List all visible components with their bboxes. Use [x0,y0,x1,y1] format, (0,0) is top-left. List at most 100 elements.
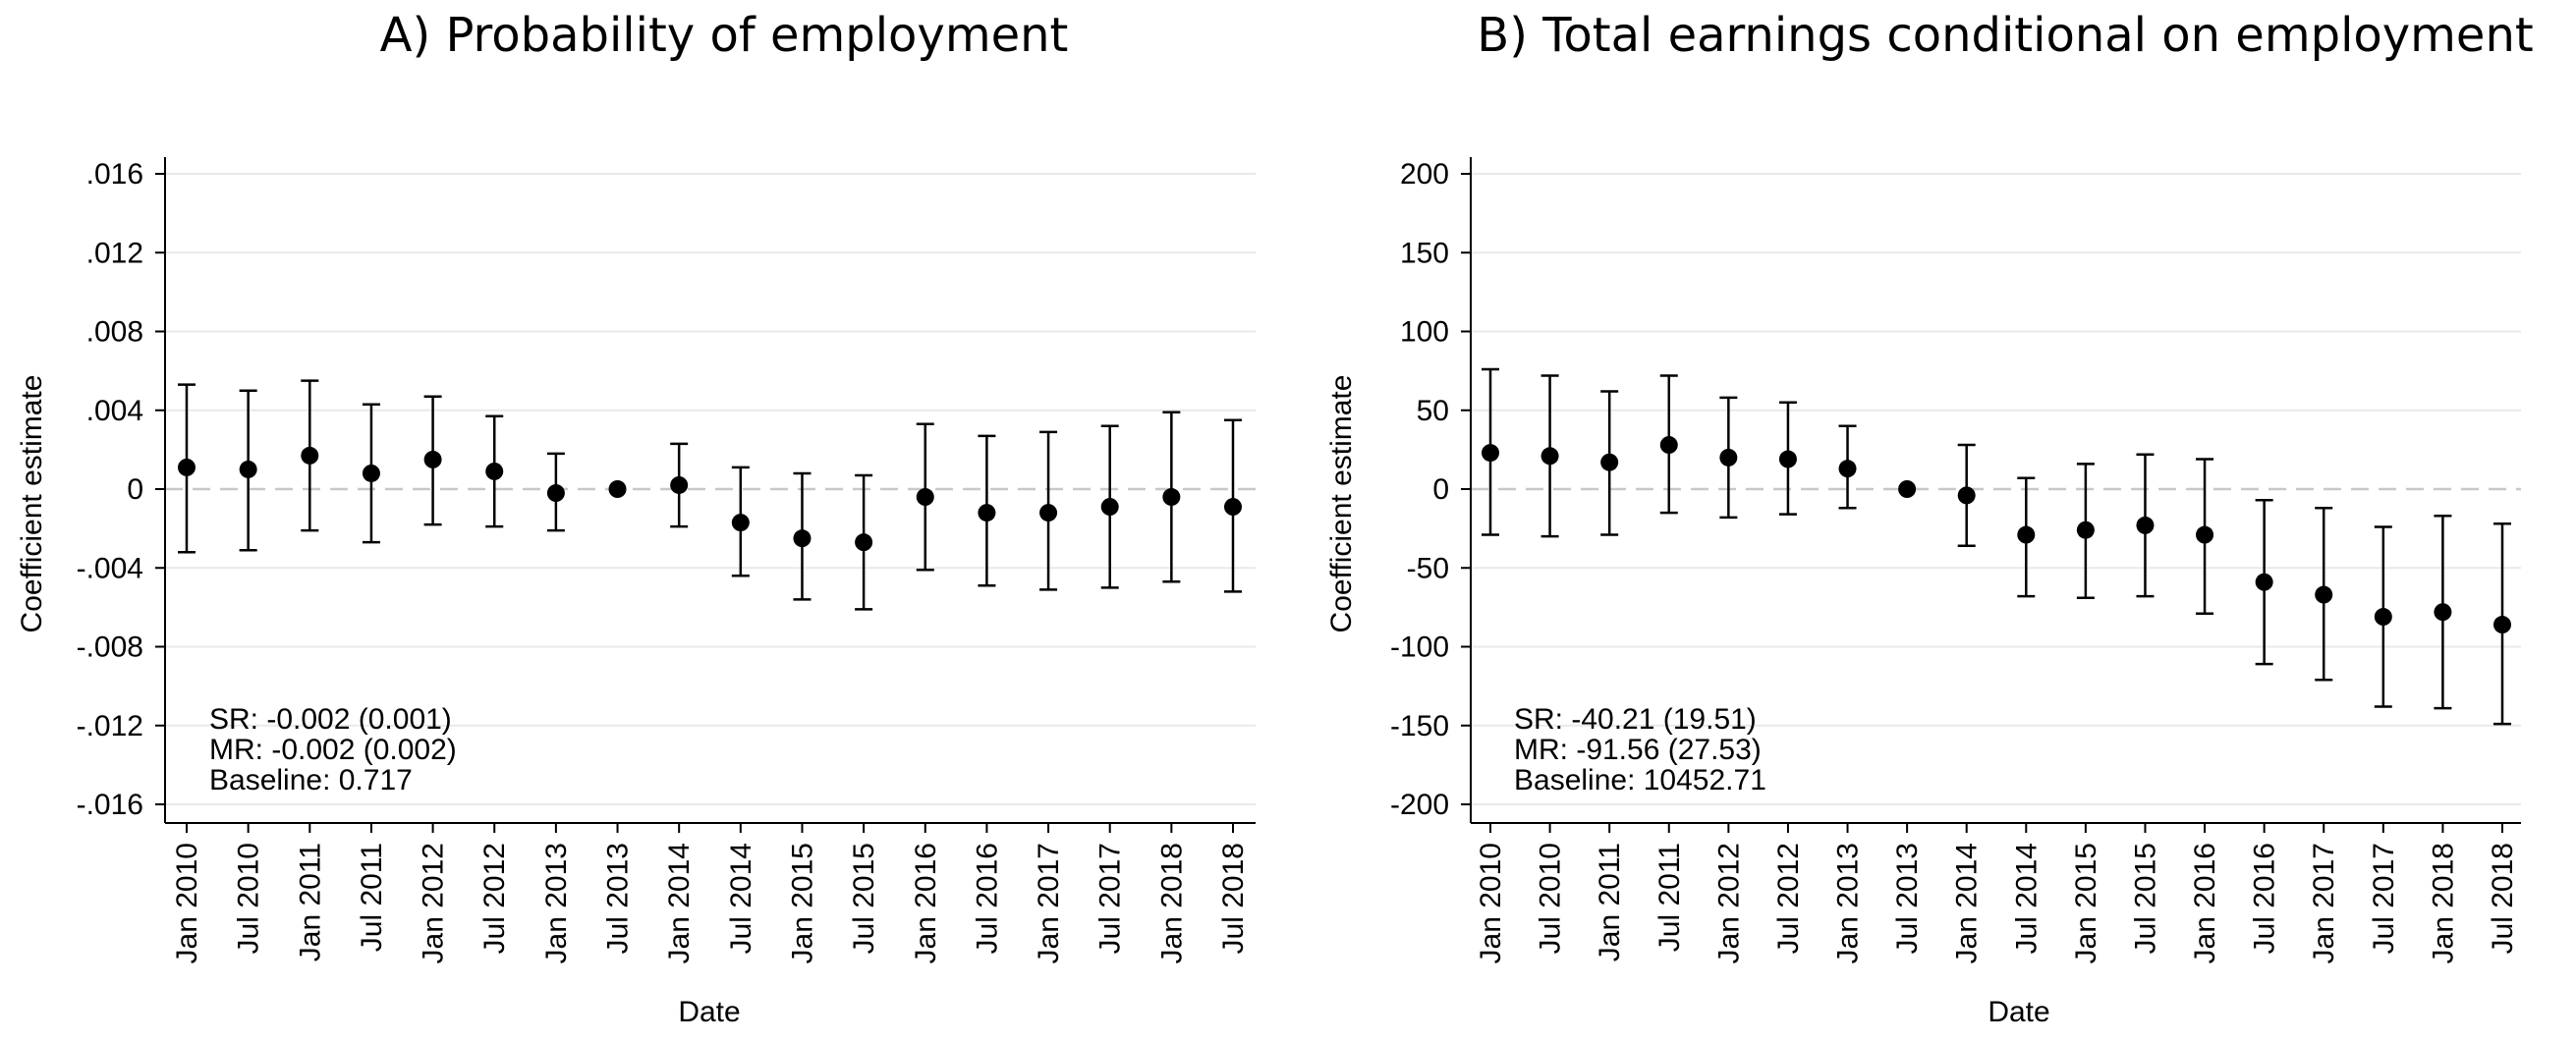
panel-a-x-tick-label: Jan 2015 [786,843,818,963]
panel-a-point-estimate [1100,498,1119,517]
panel-b-x-tick-label: Jul 2015 [2129,843,2161,954]
panel-a-annotation-baseline: Baseline: 0.717 [209,764,413,796]
panel-a-x-tick-label: Jan 2013 [540,843,573,963]
panel-b-point-estimate [2434,603,2452,622]
panel-b-point-estimate [2493,616,2511,634]
panel-a-x-tick-label: Jan 2017 [1033,843,1065,963]
panel-a-point-estimate [1039,504,1058,522]
panel-a-point-estimate [916,488,934,507]
panel-a-y-tick-label: 0 [127,473,143,506]
panel-b-x-tick-label: Jan 2018 [2427,843,2459,963]
panel-b-x-tick-label: Jan 2016 [2189,843,2221,963]
panel-a-point-estimate [1224,498,1242,517]
panel-b-x-tick-label: Jan 2017 [2308,843,2340,963]
panel-a-point-estimate [731,514,750,532]
panel-a-x-tick-label: Jul 2010 [233,843,265,954]
panel-a-x-tick-label: Jul 2016 [971,843,1003,954]
panel-b-x-tick-label: Jan 2012 [1712,843,1745,963]
panel-a-y-tick-label: .012 [86,237,143,269]
panel-b-estimates [1482,367,2511,726]
panel-b-point-estimate [1898,480,1917,498]
panel-b-y-tick-label: 50 [1417,395,1449,427]
panel-b-grid [1471,173,2521,805]
panel-a-point-estimate [1162,488,1181,507]
panel-b-x-axis-label: Date [1988,996,2049,1028]
panel-b-point-estimate [2196,525,2214,544]
panel-b-x-tick-label: Jul 2014 [2010,843,2043,954]
panel-b-x-tick-label: Jan 2013 [1832,843,1865,963]
panel-b-point-estimate [1482,444,1499,463]
panel-b-annotation-sr: SR: -40.21 (19.51) [1514,703,1757,736]
panel-b-y-tick-label: 150 [1400,237,1449,269]
panel-b-point-estimate [1719,448,1738,467]
panel-b-y-tick-label: 100 [1400,316,1449,349]
panel-b-x-tick-label: Jan 2011 [1594,843,1626,961]
panel-b-y-tick-label: -200 [1390,789,1449,821]
panel-a-y-tick-label: -.012 [77,710,143,742]
panel-a: A) Probability of employment .016 .012 .00… [16,8,1256,1028]
panel-a-point-estimate [855,533,873,552]
panel-a-point-estimate [239,460,257,478]
panel-a-y-axis-label: Coefficient estimate [16,375,48,633]
panel-a-point-estimate [978,504,996,522]
panel-a-y-tick-label: -.008 [77,631,143,664]
panel-b-point-estimate [1659,436,1678,455]
panel-b-annotation-mr: MR: -91.56 (27.53) [1514,734,1762,766]
panel-b-point-estimate [2255,573,2273,591]
panel-a-point-estimate [485,462,504,480]
panel-a-x-tick-label: Jan 2014 [663,843,696,963]
panel-a-x-tick-label: Jul 2014 [725,843,757,954]
panel-a-y-tick-label: .016 [86,158,143,191]
panel-a-point-estimate [793,529,812,548]
panel-b-x-tick-label: Jul 2010 [1535,843,1567,954]
panel-b-x-tick-label: Jul 2013 [1891,843,1924,954]
panel-a-point-estimate [546,484,565,503]
panel-b-point-estimate [2374,608,2392,627]
panel-a-annotation-sr: SR: -0.002 (0.001) [209,703,452,736]
panel-b-point-estimate [1540,447,1559,466]
panel-a-annotation-mr: MR: -0.002 (0.002) [209,734,457,766]
panel-b-x-tick-label: Jan 2014 [1951,843,1984,963]
panel-b-x-tick-label: Jan 2010 [1475,843,1507,963]
panel-b-x-tick-label: Jul 2018 [2487,843,2519,954]
panel-b-annotation-baseline: Baseline: 10452.71 [1514,764,1766,796]
panel-a-y-tick-label: .004 [86,395,143,427]
panel-a-point-estimate [608,480,627,498]
panel-b-point-estimate [1778,450,1797,468]
panel-a-x-tick-label: Jan 2012 [418,843,450,963]
panel-b-point-estimate [2136,516,2155,534]
panel-a-y-tick-label: .008 [86,316,143,349]
panel-b-x-tick-label: Jul 2012 [1772,843,1805,954]
panel-a-point-estimate [423,450,442,468]
panel-b-y-tick-label: -50 [1407,552,1449,584]
panel-a-y-ticks: .016 .012 .008 .004 0 -.004 -.008 -.012 -.016 [77,158,165,821]
panel-a-x-tick-label: Jan 2018 [1155,843,1188,963]
panel-b-x-tick-label: Jul 2017 [2368,843,2400,954]
panel-a-y-tick-label: -.016 [77,789,143,821]
panel-a-x-tick-label: Jan 2011 [294,843,326,961]
panel-a-point-estimate [178,458,196,476]
panel-b-y-axis-label: Coefficient estimate [1325,375,1358,633]
panel-a-x-tick-label: Jan 2016 [910,843,942,963]
panel-b-x-tick-label: Jan 2015 [2070,843,2102,963]
panel-a-x-tick-label: Jul 2011 [356,843,388,952]
panel-a-y-tick-label: -.004 [77,552,143,584]
panel-b-point-estimate [1957,486,1976,505]
panel-a-x-axis-label: Date [678,996,740,1028]
panel-b-point-estimate [2017,525,2036,544]
panel-a-point-estimate [362,464,380,482]
panel-b-point-estimate [1600,453,1619,471]
panel-a-x-tick-label: Jul 2018 [1217,843,1250,954]
panel-a-title: A) Probability of employment [380,8,1069,63]
panel-b-point-estimate [2315,585,2333,604]
panel-a-x-tick-label: Jan 2010 [171,843,203,963]
panel-a-x-tick-label: Jul 2012 [478,843,511,954]
panel-b-x-tick-label: Jul 2011 [1653,843,1686,952]
panel-b-y-tick-label: 200 [1400,158,1449,191]
panel-b-y-ticks: 200 150 100 50 0 -50 -100 -150 -200 [1390,158,1471,821]
panel-a-point-estimate [301,446,319,465]
panel-a-point-estimate [670,475,689,494]
panel-b-y-tick-label: -100 [1390,631,1449,664]
panel-b-x-ticks: Jan 2010 Jul 2010 Jan 2011 Jul 2011 Jan 2012… [1475,823,2519,963]
